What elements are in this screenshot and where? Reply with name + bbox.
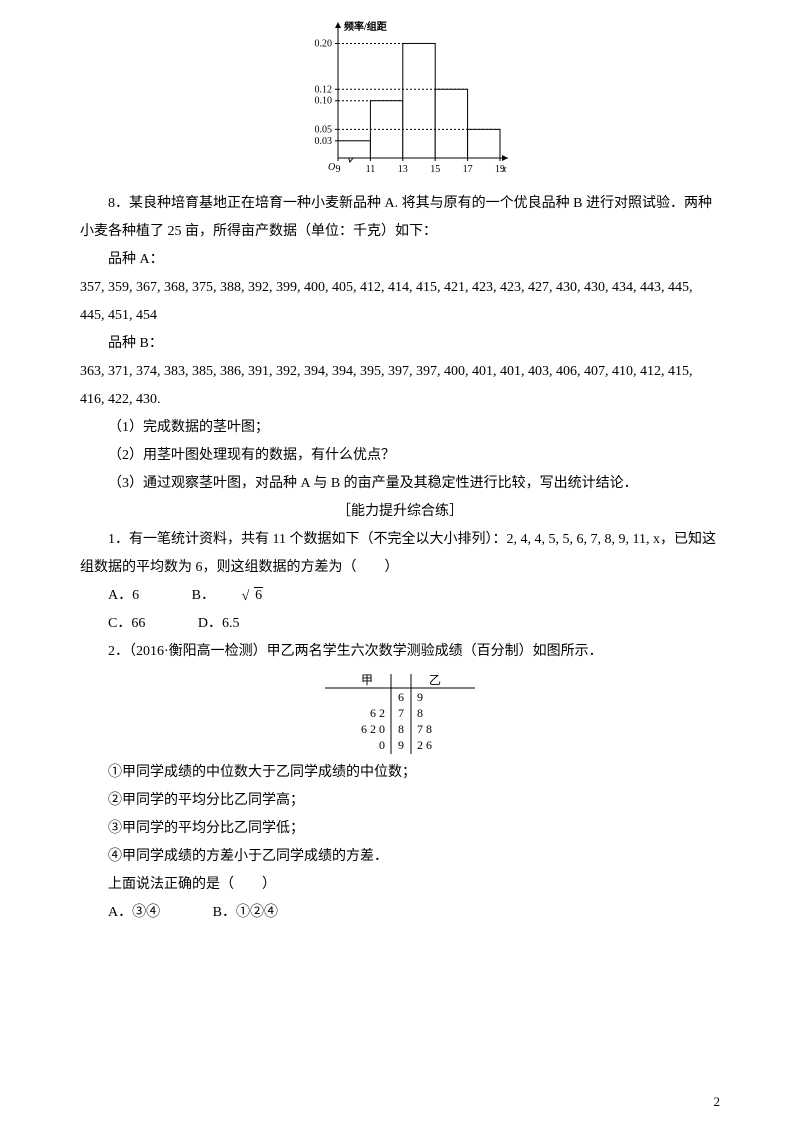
q8-data-b-line2: 416, 422, 430. (80, 386, 720, 414)
q1-options-row2: C．66 D．6.5 (80, 610, 720, 638)
svg-text:19: 19 (495, 164, 505, 175)
q8-data-a-line1: 357, 359, 367, 368, 375, 388, 392, 399, … (80, 274, 720, 302)
q1-opt-b: B．6 (192, 588, 264, 603)
svg-text:13: 13 (398, 164, 408, 175)
svg-text:6 2 0: 6 2 0 (361, 722, 385, 736)
q8-data-b-line1: 363, 371, 374, 383, 385, 386, 391, 392, … (80, 358, 720, 386)
q2-opt-b: B．①②④ (213, 905, 278, 920)
svg-text:甲: 甲 (361, 673, 373, 687)
q8-label-a: 品种 A： (80, 246, 720, 274)
q1-text: 1．有一笔统计资料，共有 11 个数据如下（不完全以大小排列）：2, 4, 4,… (80, 526, 720, 582)
svg-text:0: 0 (379, 738, 385, 752)
q1-opt-d: D．6.5 (198, 616, 240, 631)
svg-text:8: 8 (398, 722, 404, 736)
q2-ask: 上面说法正确的是（ ） (80, 871, 720, 899)
svg-text:9: 9 (417, 690, 423, 704)
q8-lead: 8．某良种培育基地正在培育一种小麦新品种 A. 将其与原有的一个优良品种 B 进… (80, 190, 720, 246)
svg-text:17: 17 (463, 164, 473, 175)
q8-sub1: （1）完成数据的茎叶图； (80, 414, 720, 442)
svg-text:7: 7 (398, 706, 404, 720)
svg-text:0.12: 0.12 (315, 84, 333, 95)
svg-text:O: O (328, 162, 335, 173)
svg-text:2 6: 2 6 (417, 738, 432, 752)
svg-text:0.05: 0.05 (315, 124, 333, 135)
q1-options-row1: A．6 B．6 (80, 582, 720, 610)
svg-text:6 2: 6 2 (370, 706, 385, 720)
q8-label-b: 品种 B： (80, 330, 720, 358)
svg-text:乙: 乙 (429, 673, 441, 687)
svg-text:0.10: 0.10 (315, 96, 333, 107)
q1-opt-a: A．6 (108, 588, 139, 603)
histogram-chart: 频率/组距Ox0.030.050.100.120.2091113151719 (290, 20, 510, 180)
q2-stmt4: ④甲同学成绩的方差小于乙同学成绩的方差． (80, 843, 720, 871)
svg-text:9: 9 (398, 738, 404, 752)
svg-text:0.20: 0.20 (315, 38, 333, 49)
svg-text:11: 11 (366, 164, 376, 175)
q8-data-a-line2: 445, 451, 454 (80, 302, 720, 330)
svg-text:频率/组距: 频率/组距 (344, 20, 387, 33)
section-title: ［能力提升综合练］ (80, 498, 720, 526)
q8-sub3: （3）通过观察茎叶图，对品种 A 与 B 的亩产量及其稳定性进行比较，写出统计结… (80, 470, 720, 498)
q2-stmt3: ③甲同学的平均分比乙同学低； (80, 815, 720, 843)
q2-stmt2: ②甲同学的平均分比乙同学高； (80, 787, 720, 815)
page-number: 2 (714, 1089, 721, 1115)
q2-options: A．③④ B．①②④ (80, 899, 720, 927)
svg-text:6: 6 (398, 690, 404, 704)
svg-text:9: 9 (336, 164, 341, 175)
q2-stmt1: ①甲同学成绩的中位数大于乙同学成绩的中位数； (80, 759, 720, 787)
svg-text:7 8: 7 8 (417, 722, 432, 736)
q2-text: 2．（2016·衡阳高一检测）甲乙两名学生六次数学测验成绩（百分制）如图所示． (80, 638, 720, 666)
q8-sub2: （2）用茎叶图处理现有的数据，有什么优点？ (80, 442, 720, 470)
q2-opt-a: A．③④ (108, 905, 160, 920)
q1-opt-c: C．66 (108, 616, 145, 631)
svg-text:0.03: 0.03 (315, 136, 333, 147)
svg-text:15: 15 (430, 164, 440, 175)
stem-leaf-chart: 甲乙696 2786 2 087 8092 6 (315, 670, 485, 755)
svg-text:8: 8 (417, 706, 423, 720)
